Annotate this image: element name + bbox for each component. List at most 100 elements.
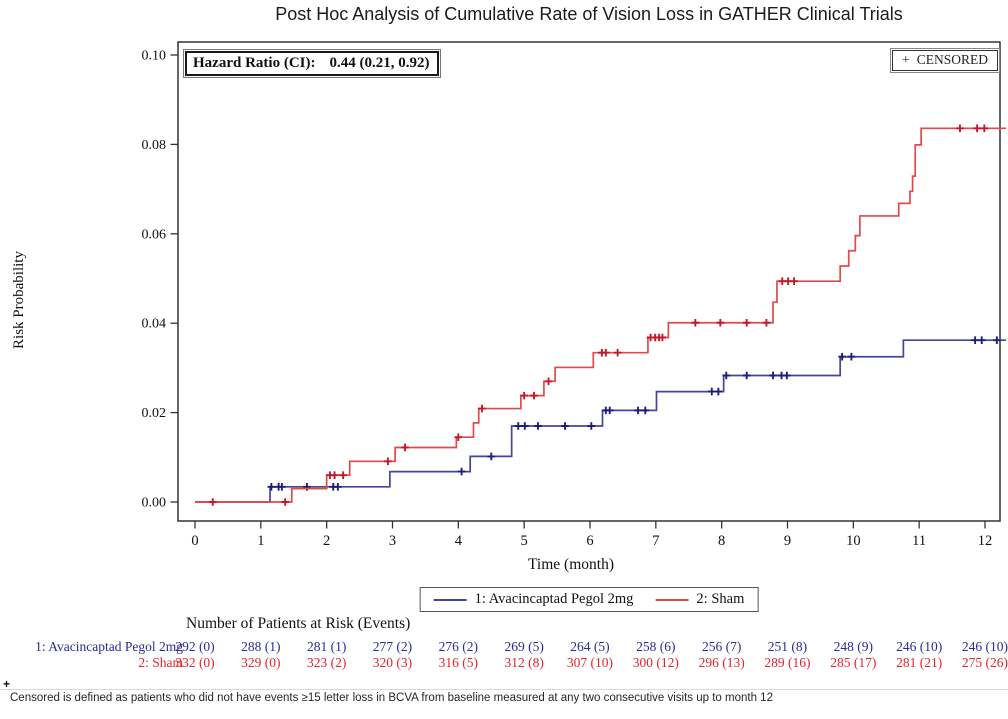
x-tick-label: 6	[586, 533, 593, 549]
x-tick-label: 0	[191, 533, 198, 549]
risk-cell: 251 (8)	[767, 639, 808, 654]
risk-cell: 246 (10)	[961, 639, 1008, 654]
x-tick-label: 1	[257, 533, 264, 549]
censor-plus-icon: +	[901, 53, 910, 68]
censor-mark	[602, 348, 610, 357]
censor-mark	[478, 404, 486, 413]
censor-mark	[956, 124, 964, 133]
censor-mark	[783, 371, 791, 380]
risk-cell: 277 (2)	[372, 639, 413, 654]
censor-mark	[722, 371, 731, 380]
censor-mark	[334, 483, 342, 491]
legend-line-sample	[433, 598, 467, 601]
risk-cell: 276 (2)	[438, 639, 479, 654]
censor-mark	[769, 371, 777, 380]
x-tick-label: 3	[389, 533, 396, 549]
censor-mark	[530, 391, 538, 400]
y-tick-label: 0.04	[142, 317, 167, 332]
censor-mark	[742, 318, 751, 327]
x-tick-label: 5	[521, 533, 528, 549]
y-axis-label: Risk Probability	[11, 251, 27, 349]
chart-title: Post Hoc Analysis of Cumulative Rate of …	[275, 4, 903, 24]
y-tick-label: 0.00	[142, 496, 167, 511]
x-tick-label: 8	[718, 533, 725, 549]
risk-cell: 323 (2)	[306, 654, 347, 670]
risk-cell: 307 (10)	[566, 654, 614, 670]
censor-mark	[339, 471, 347, 479]
censor-mark	[691, 318, 700, 327]
censor-mark	[762, 318, 771, 327]
censor-mark	[790, 277, 798, 285]
censor-mark	[267, 483, 276, 491]
risk-cell: 264 (5)	[570, 639, 610, 654]
risk-cell: 256 (7)	[701, 639, 742, 654]
footnote-plus-icon: +	[3, 677, 11, 691]
censor-mark	[980, 124, 989, 133]
censored-legend-box: + CENSORED	[889, 48, 1001, 73]
censor-mark	[384, 457, 392, 466]
series-legend: 1: Avacincaptad Pegol 2mg 2: Sham	[419, 587, 759, 612]
censored-label: CENSORED	[916, 52, 988, 67]
risk-cell: 288 (1)	[241, 639, 281, 654]
censor-mark	[520, 391, 528, 400]
legend-label: 2: Sham	[696, 591, 745, 607]
risk-cell: 320 (3)	[372, 654, 413, 670]
plot-frame	[177, 41, 1001, 522]
risk-table-title: Number of Patients at Risk (Events)	[186, 615, 411, 632]
censor-mark	[330, 471, 339, 479]
x-tick-label: 2	[323, 533, 330, 549]
risk-cell: 292 (0)	[175, 639, 215, 654]
km-curve-1	[195, 339, 1007, 503]
censor-mark	[977, 336, 986, 344]
x-tick-label: 10	[846, 533, 861, 549]
risk-cell: 300 (12)	[632, 654, 679, 670]
y-tick-label: 0.10	[142, 49, 167, 64]
censor-mark	[742, 371, 751, 380]
x-tick-label: 12	[978, 533, 993, 549]
censor-mark	[278, 483, 286, 491]
censor-mark	[281, 498, 289, 506]
censor-mark	[544, 377, 553, 386]
censor-mark	[401, 443, 409, 452]
risk-row-label: 1: Avacincaptad Pegol 2mg	[35, 639, 183, 654]
censor-mark	[208, 498, 217, 506]
censor-mark	[454, 433, 463, 441]
legend-item: 2: Sham	[655, 591, 744, 608]
risk-cell: 281 (1)	[306, 639, 347, 654]
risk-cell: 248 (9)	[833, 639, 874, 654]
y-tick-label: 0.06	[142, 227, 167, 242]
censor-mark	[613, 348, 622, 357]
x-tick-label: 9	[784, 533, 791, 549]
risk-cell: 329 (0)	[241, 654, 281, 670]
censor-mark	[605, 406, 614, 415]
legend-item: 1: Avacincaptad Pegol 2mg	[433, 591, 633, 608]
risk-cell: 332 (0)	[175, 654, 215, 670]
risk-cell: 246 (10)	[896, 639, 943, 654]
risk-cell: 281 (21)	[896, 654, 943, 670]
risk-cell: 285 (17)	[830, 654, 877, 670]
hazard-ratio-value: 0.44 (0.21, 0.92)	[329, 55, 430, 71]
censor-mark	[487, 452, 496, 461]
risk-cell: 289 (16)	[764, 654, 811, 670]
censor-mark	[303, 483, 311, 491]
footnote-text: Censored is defined as patients who did …	[10, 692, 773, 704]
x-tick-label: 4	[455, 533, 463, 549]
censor-mark	[514, 422, 523, 430]
x-tick-label: 7	[652, 533, 659, 549]
legend-line-sample	[655, 598, 689, 601]
censor-mark	[993, 336, 1001, 344]
risk-cell: 269 (5)	[504, 639, 544, 654]
censor-mark	[521, 422, 529, 430]
risk-cell: 316 (5)	[438, 654, 479, 670]
censor-mark	[838, 352, 846, 361]
censor-mark	[658, 333, 667, 342]
censor-mark	[457, 467, 466, 476]
y-tick-label: 0.08	[142, 138, 167, 153]
censor-mark	[847, 352, 856, 361]
censor-mark	[714, 387, 723, 396]
risk-cell: 258 (6)	[636, 639, 676, 654]
risk-row-label: 2: Sham	[138, 654, 183, 670]
censor-mark	[707, 387, 716, 396]
hazard-ratio-box: Hazard Ratio (CI): 0.44 (0.21, 0.92)	[182, 49, 442, 78]
